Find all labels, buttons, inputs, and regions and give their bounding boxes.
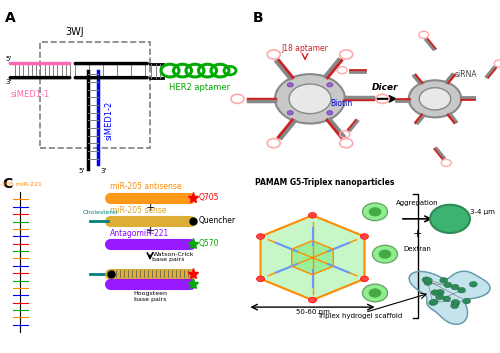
Text: siRNA: siRNA [455,70,477,79]
Text: 3': 3' [5,79,12,85]
Text: Q705: Q705 [199,193,220,202]
Polygon shape [409,271,490,324]
Text: AntagomiR-221: AntagomiR-221 [110,229,169,238]
Circle shape [362,284,388,302]
Text: +: + [146,226,154,235]
Circle shape [450,303,458,309]
Circle shape [429,300,437,306]
Text: Biotin: Biotin [330,99,352,108]
Circle shape [256,276,264,282]
Circle shape [424,277,432,283]
Text: C: C [2,176,13,191]
Polygon shape [292,241,334,275]
Text: miR-205 sense: miR-205 sense [110,206,166,215]
Circle shape [379,250,391,258]
Text: Hoogsteen
base pairs: Hoogsteen base pairs [133,291,167,302]
Circle shape [422,277,430,282]
Circle shape [360,234,368,239]
Text: miR-205 miR-221: miR-205 miR-221 [0,182,42,187]
Circle shape [452,300,460,306]
Polygon shape [260,215,364,300]
Text: siMED1-1: siMED1-1 [10,90,50,99]
Text: 5': 5' [78,168,85,174]
Circle shape [287,111,293,115]
Circle shape [275,74,345,124]
Text: B: B [252,11,263,25]
Text: HER2 aptamer: HER2 aptamer [170,83,230,92]
Text: Aggregation: Aggregation [396,200,439,206]
Circle shape [470,281,478,287]
Circle shape [430,299,438,305]
Circle shape [440,277,448,283]
Circle shape [308,297,316,303]
Text: Cholesterol: Cholesterol [82,210,118,215]
Circle shape [442,296,450,302]
Text: +: + [413,228,422,239]
Circle shape [256,234,264,239]
Circle shape [327,111,333,115]
Text: miR-205 antisense: miR-205 antisense [110,182,182,191]
Circle shape [327,83,333,87]
Circle shape [419,88,451,110]
Circle shape [444,282,452,288]
Circle shape [436,289,444,295]
Circle shape [409,80,461,117]
Circle shape [372,245,398,263]
Text: 3-4 μm: 3-4 μm [470,209,495,215]
Circle shape [430,205,470,233]
Circle shape [360,276,368,282]
Text: Dicer: Dicer [372,83,398,92]
Text: J18 aptamer: J18 aptamer [282,44,329,53]
Circle shape [452,299,460,305]
Circle shape [287,83,293,87]
Text: PAMAM G5-Triplex nanoparticles: PAMAM G5-Triplex nanoparticles [256,178,394,187]
Circle shape [458,287,466,293]
Text: 3': 3' [100,168,106,174]
Circle shape [362,203,388,221]
Text: Quencher: Quencher [199,216,236,225]
Circle shape [369,208,381,216]
Text: Q570: Q570 [199,239,220,248]
Circle shape [424,280,432,286]
Text: 50-60 nm: 50-60 nm [296,309,330,315]
Text: Triplex hydrogel scaffold: Triplex hydrogel scaffold [318,313,402,319]
Circle shape [431,290,439,295]
Text: Watson-Crick
base pairs: Watson-Crick base pairs [152,252,194,262]
Circle shape [308,213,316,218]
Text: Dextran: Dextran [404,246,431,252]
Circle shape [462,298,470,304]
Text: A: A [5,11,16,25]
Text: siMED1-2: siMED1-2 [105,100,114,140]
Circle shape [451,284,459,290]
Circle shape [289,84,331,114]
Circle shape [369,289,381,297]
Text: 3WJ: 3WJ [66,27,84,37]
Text: 5': 5' [5,56,11,62]
Text: +: + [146,203,154,213]
Circle shape [436,294,444,300]
